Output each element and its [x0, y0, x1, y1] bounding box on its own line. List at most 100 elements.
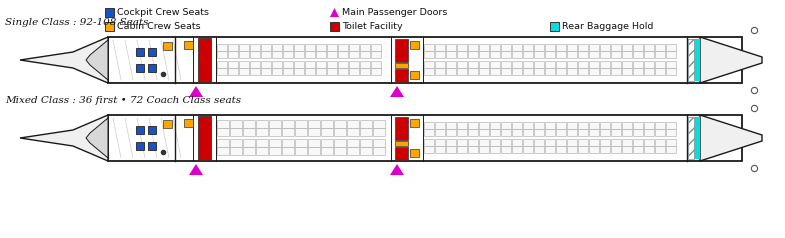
Bar	[148, 48, 156, 56]
FancyBboxPatch shape	[491, 139, 501, 147]
FancyBboxPatch shape	[557, 51, 567, 59]
FancyBboxPatch shape	[502, 45, 512, 51]
FancyBboxPatch shape	[480, 123, 490, 129]
FancyBboxPatch shape	[644, 51, 655, 59]
Bar	[395, 39, 408, 62]
Bar	[105, 8, 114, 17]
FancyBboxPatch shape	[374, 148, 385, 155]
FancyBboxPatch shape	[502, 139, 512, 147]
Bar	[688, 39, 700, 81]
FancyBboxPatch shape	[502, 123, 512, 129]
FancyBboxPatch shape	[309, 120, 320, 129]
FancyBboxPatch shape	[579, 61, 589, 69]
FancyBboxPatch shape	[469, 45, 479, 51]
Bar	[395, 141, 408, 146]
FancyBboxPatch shape	[655, 147, 666, 154]
FancyBboxPatch shape	[458, 69, 468, 75]
FancyBboxPatch shape	[458, 129, 468, 137]
Bar	[136, 64, 144, 72]
FancyBboxPatch shape	[469, 129, 479, 137]
FancyBboxPatch shape	[348, 148, 360, 155]
FancyBboxPatch shape	[633, 51, 644, 59]
FancyBboxPatch shape	[228, 45, 239, 51]
FancyBboxPatch shape	[231, 148, 243, 155]
FancyBboxPatch shape	[217, 120, 229, 129]
Bar	[688, 117, 700, 159]
FancyBboxPatch shape	[217, 45, 228, 51]
FancyBboxPatch shape	[348, 139, 360, 148]
FancyBboxPatch shape	[261, 61, 272, 69]
FancyBboxPatch shape	[480, 129, 490, 137]
FancyBboxPatch shape	[666, 139, 677, 147]
FancyBboxPatch shape	[491, 61, 501, 69]
Bar	[688, 117, 694, 159]
FancyBboxPatch shape	[612, 129, 622, 137]
Bar	[198, 116, 211, 160]
FancyBboxPatch shape	[579, 51, 589, 59]
FancyBboxPatch shape	[217, 129, 229, 137]
FancyBboxPatch shape	[513, 129, 523, 137]
FancyBboxPatch shape	[601, 45, 611, 51]
Bar	[136, 48, 144, 56]
FancyBboxPatch shape	[338, 69, 349, 75]
FancyBboxPatch shape	[228, 69, 239, 75]
FancyBboxPatch shape	[425, 129, 435, 137]
FancyBboxPatch shape	[633, 139, 644, 147]
FancyBboxPatch shape	[322, 139, 334, 148]
FancyBboxPatch shape	[568, 51, 578, 59]
Bar	[148, 142, 156, 150]
Bar	[395, 69, 408, 82]
FancyBboxPatch shape	[513, 51, 523, 59]
FancyBboxPatch shape	[601, 61, 611, 69]
FancyBboxPatch shape	[322, 120, 334, 129]
FancyBboxPatch shape	[294, 69, 305, 75]
FancyBboxPatch shape	[524, 69, 534, 75]
Bar	[148, 126, 156, 134]
FancyBboxPatch shape	[590, 147, 600, 154]
FancyBboxPatch shape	[612, 123, 622, 129]
FancyBboxPatch shape	[513, 123, 523, 129]
Polygon shape	[700, 115, 762, 161]
FancyBboxPatch shape	[666, 51, 677, 59]
FancyBboxPatch shape	[655, 129, 666, 137]
Bar	[136, 126, 144, 134]
FancyBboxPatch shape	[557, 123, 567, 129]
FancyBboxPatch shape	[502, 51, 512, 59]
FancyBboxPatch shape	[480, 69, 490, 75]
FancyBboxPatch shape	[294, 51, 305, 59]
Text: Cockpit Crew Seats: Cockpit Crew Seats	[117, 8, 209, 17]
FancyBboxPatch shape	[217, 51, 228, 59]
FancyBboxPatch shape	[436, 45, 446, 51]
FancyBboxPatch shape	[349, 61, 360, 69]
FancyBboxPatch shape	[491, 45, 501, 51]
FancyBboxPatch shape	[217, 148, 229, 155]
FancyBboxPatch shape	[334, 139, 346, 148]
FancyBboxPatch shape	[644, 139, 655, 147]
FancyBboxPatch shape	[425, 45, 435, 51]
FancyBboxPatch shape	[338, 61, 349, 69]
FancyBboxPatch shape	[371, 69, 382, 75]
FancyBboxPatch shape	[283, 69, 294, 75]
FancyBboxPatch shape	[601, 51, 611, 59]
Text: Single Class : 92-108 Seats: Single Class : 92-108 Seats	[5, 18, 148, 27]
Bar	[395, 63, 408, 68]
FancyBboxPatch shape	[261, 69, 272, 75]
Polygon shape	[330, 8, 339, 17]
FancyBboxPatch shape	[557, 129, 567, 137]
FancyBboxPatch shape	[524, 123, 534, 129]
FancyBboxPatch shape	[535, 129, 545, 137]
FancyBboxPatch shape	[334, 129, 346, 137]
FancyBboxPatch shape	[217, 61, 228, 69]
FancyBboxPatch shape	[458, 139, 468, 147]
FancyBboxPatch shape	[243, 120, 255, 129]
FancyBboxPatch shape	[535, 69, 545, 75]
FancyBboxPatch shape	[272, 61, 283, 69]
FancyBboxPatch shape	[513, 69, 523, 75]
FancyBboxPatch shape	[309, 129, 320, 137]
FancyBboxPatch shape	[261, 45, 272, 51]
FancyBboxPatch shape	[327, 69, 338, 75]
Polygon shape	[86, 118, 108, 158]
FancyBboxPatch shape	[535, 123, 545, 129]
FancyBboxPatch shape	[309, 148, 320, 155]
FancyBboxPatch shape	[612, 45, 622, 51]
